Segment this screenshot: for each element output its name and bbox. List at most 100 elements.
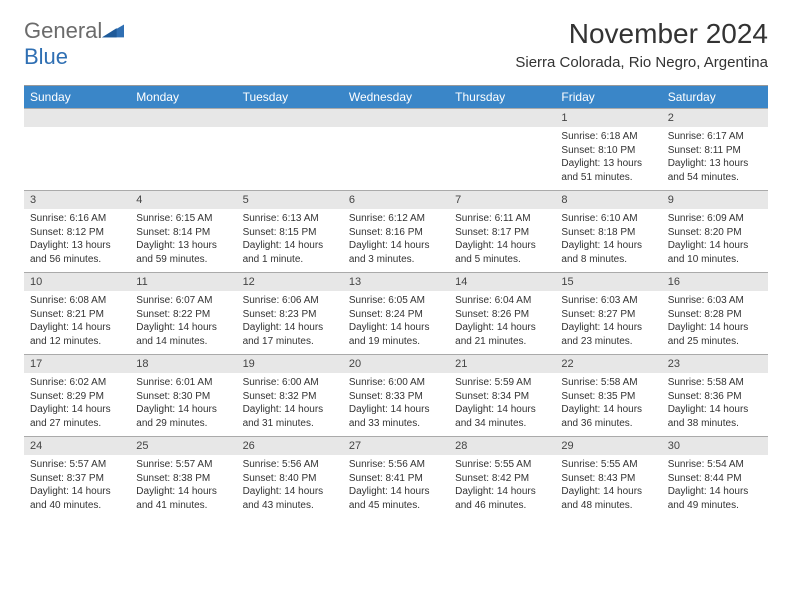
sunset-text: Sunset: 8:17 PM bbox=[455, 226, 549, 240]
daylight-text: Daylight: 13 hours and 59 minutes. bbox=[136, 239, 230, 266]
day-number-cell: 13 bbox=[343, 273, 449, 291]
day-number-row: 12 bbox=[24, 108, 768, 127]
day-detail-cell: Sunrise: 5:54 AMSunset: 8:44 PMDaylight:… bbox=[662, 455, 768, 518]
day-number-row: 24252627282930 bbox=[24, 436, 768, 455]
daylight-text: Daylight: 14 hours and 46 minutes. bbox=[455, 485, 549, 512]
sunrise-text: Sunrise: 5:55 AM bbox=[561, 458, 655, 472]
daylight-text: Daylight: 14 hours and 31 minutes. bbox=[243, 403, 337, 430]
sunset-text: Sunset: 8:44 PM bbox=[668, 472, 762, 486]
day-detail-cell bbox=[343, 127, 449, 190]
daylight-text: Daylight: 14 hours and 33 minutes. bbox=[349, 403, 443, 430]
sunset-text: Sunset: 8:24 PM bbox=[349, 308, 443, 322]
day-detail-cell bbox=[449, 127, 555, 190]
day-number-cell: 8 bbox=[555, 191, 661, 209]
title-block: November 2024 Sierra Colorada, Rio Negro… bbox=[515, 18, 768, 71]
sunrise-text: Sunrise: 5:57 AM bbox=[136, 458, 230, 472]
day-detail-cell: Sunrise: 6:11 AMSunset: 8:17 PMDaylight:… bbox=[449, 209, 555, 272]
calendar-page: General Blue November 2024 Sierra Colora… bbox=[0, 0, 792, 536]
day-detail-cell: Sunrise: 6:06 AMSunset: 8:23 PMDaylight:… bbox=[237, 291, 343, 354]
sunset-text: Sunset: 8:27 PM bbox=[561, 308, 655, 322]
daylight-text: Daylight: 14 hours and 29 minutes. bbox=[136, 403, 230, 430]
day-number-cell: 21 bbox=[449, 355, 555, 373]
day-detail-cell: Sunrise: 6:08 AMSunset: 8:21 PMDaylight:… bbox=[24, 291, 130, 354]
daylight-text: Daylight: 14 hours and 1 minute. bbox=[243, 239, 337, 266]
weeks-container: 12Sunrise: 6:18 AMSunset: 8:10 PMDayligh… bbox=[24, 108, 768, 518]
sunset-text: Sunset: 8:18 PM bbox=[561, 226, 655, 240]
daylight-text: Daylight: 14 hours and 14 minutes. bbox=[136, 321, 230, 348]
day-number-cell: 28 bbox=[449, 437, 555, 455]
day-number-cell: 2 bbox=[662, 109, 768, 127]
daylight-text: Daylight: 14 hours and 17 minutes. bbox=[243, 321, 337, 348]
sunrise-text: Sunrise: 5:54 AM bbox=[668, 458, 762, 472]
day-detail-row: Sunrise: 5:57 AMSunset: 8:37 PMDaylight:… bbox=[24, 455, 768, 518]
day-detail-cell bbox=[237, 127, 343, 190]
sunrise-text: Sunrise: 5:56 AM bbox=[243, 458, 337, 472]
header: General Blue November 2024 Sierra Colora… bbox=[24, 18, 768, 71]
sunrise-text: Sunrise: 5:57 AM bbox=[30, 458, 124, 472]
daylight-text: Daylight: 14 hours and 36 minutes. bbox=[561, 403, 655, 430]
sunrise-text: Sunrise: 6:06 AM bbox=[243, 294, 337, 308]
sunrise-text: Sunrise: 6:09 AM bbox=[668, 212, 762, 226]
sunset-text: Sunset: 8:16 PM bbox=[349, 226, 443, 240]
day-number-cell: 26 bbox=[237, 437, 343, 455]
sunset-text: Sunset: 8:41 PM bbox=[349, 472, 443, 486]
day-number-cell: 9 bbox=[662, 191, 768, 209]
brand-logo: General Blue bbox=[24, 18, 124, 70]
day-number-cell: 30 bbox=[662, 437, 768, 455]
daylight-text: Daylight: 13 hours and 56 minutes. bbox=[30, 239, 124, 266]
daylight-text: Daylight: 14 hours and 3 minutes. bbox=[349, 239, 443, 266]
sunrise-text: Sunrise: 6:03 AM bbox=[668, 294, 762, 308]
sunset-text: Sunset: 8:38 PM bbox=[136, 472, 230, 486]
day-detail-cell: Sunrise: 5:55 AMSunset: 8:43 PMDaylight:… bbox=[555, 455, 661, 518]
sunset-text: Sunset: 8:11 PM bbox=[668, 144, 762, 158]
sunset-text: Sunset: 8:33 PM bbox=[349, 390, 443, 404]
day-number-cell: 5 bbox=[237, 191, 343, 209]
day-number-cell bbox=[449, 109, 555, 127]
sunrise-text: Sunrise: 6:10 AM bbox=[561, 212, 655, 226]
brand-text: General Blue bbox=[24, 18, 124, 70]
day-number-cell bbox=[24, 109, 130, 127]
day-number-cell: 22 bbox=[555, 355, 661, 373]
day-number-row: 3456789 bbox=[24, 190, 768, 209]
sunset-text: Sunset: 8:30 PM bbox=[136, 390, 230, 404]
daylight-text: Daylight: 13 hours and 54 minutes. bbox=[668, 157, 762, 184]
day-detail-cell: Sunrise: 6:10 AMSunset: 8:18 PMDaylight:… bbox=[555, 209, 661, 272]
calendar-grid: Sunday Monday Tuesday Wednesday Thursday… bbox=[24, 85, 768, 518]
day-number-cell: 10 bbox=[24, 273, 130, 291]
day-detail-cell: Sunrise: 6:05 AMSunset: 8:24 PMDaylight:… bbox=[343, 291, 449, 354]
brand-word2: Blue bbox=[24, 44, 68, 69]
location-text: Sierra Colorada, Rio Negro, Argentina bbox=[515, 54, 768, 71]
dow-sunday: Sunday bbox=[24, 86, 130, 108]
day-number-cell: 29 bbox=[555, 437, 661, 455]
sunset-text: Sunset: 8:22 PM bbox=[136, 308, 230, 322]
day-number-cell: 23 bbox=[662, 355, 768, 373]
day-number-cell: 17 bbox=[24, 355, 130, 373]
day-detail-cell: Sunrise: 5:57 AMSunset: 8:38 PMDaylight:… bbox=[130, 455, 236, 518]
day-number-cell: 27 bbox=[343, 437, 449, 455]
day-detail-cell: Sunrise: 5:56 AMSunset: 8:41 PMDaylight:… bbox=[343, 455, 449, 518]
day-detail-cell: Sunrise: 6:15 AMSunset: 8:14 PMDaylight:… bbox=[130, 209, 236, 272]
sunrise-text: Sunrise: 6:13 AM bbox=[243, 212, 337, 226]
day-detail-row: Sunrise: 6:18 AMSunset: 8:10 PMDaylight:… bbox=[24, 127, 768, 190]
day-detail-cell: Sunrise: 6:00 AMSunset: 8:33 PMDaylight:… bbox=[343, 373, 449, 436]
day-detail-row: Sunrise: 6:08 AMSunset: 8:21 PMDaylight:… bbox=[24, 291, 768, 354]
sunrise-text: Sunrise: 5:58 AM bbox=[561, 376, 655, 390]
dow-monday: Monday bbox=[130, 86, 236, 108]
daylight-text: Daylight: 14 hours and 40 minutes. bbox=[30, 485, 124, 512]
sunset-text: Sunset: 8:32 PM bbox=[243, 390, 337, 404]
sunrise-text: Sunrise: 5:58 AM bbox=[668, 376, 762, 390]
day-number-row: 10111213141516 bbox=[24, 272, 768, 291]
day-detail-cell: Sunrise: 5:57 AMSunset: 8:37 PMDaylight:… bbox=[24, 455, 130, 518]
daylight-text: Daylight: 14 hours and 41 minutes. bbox=[136, 485, 230, 512]
daylight-text: Daylight: 14 hours and 21 minutes. bbox=[455, 321, 549, 348]
day-detail-cell: Sunrise: 5:55 AMSunset: 8:42 PMDaylight:… bbox=[449, 455, 555, 518]
sunset-text: Sunset: 8:20 PM bbox=[668, 226, 762, 240]
sunset-text: Sunset: 8:15 PM bbox=[243, 226, 337, 240]
day-number-cell: 25 bbox=[130, 437, 236, 455]
sunset-text: Sunset: 8:36 PM bbox=[668, 390, 762, 404]
brand-triangle-icon bbox=[102, 18, 124, 43]
day-detail-row: Sunrise: 6:16 AMSunset: 8:12 PMDaylight:… bbox=[24, 209, 768, 272]
day-number-cell: 11 bbox=[130, 273, 236, 291]
dow-wednesday: Wednesday bbox=[343, 86, 449, 108]
daylight-text: Daylight: 14 hours and 49 minutes. bbox=[668, 485, 762, 512]
